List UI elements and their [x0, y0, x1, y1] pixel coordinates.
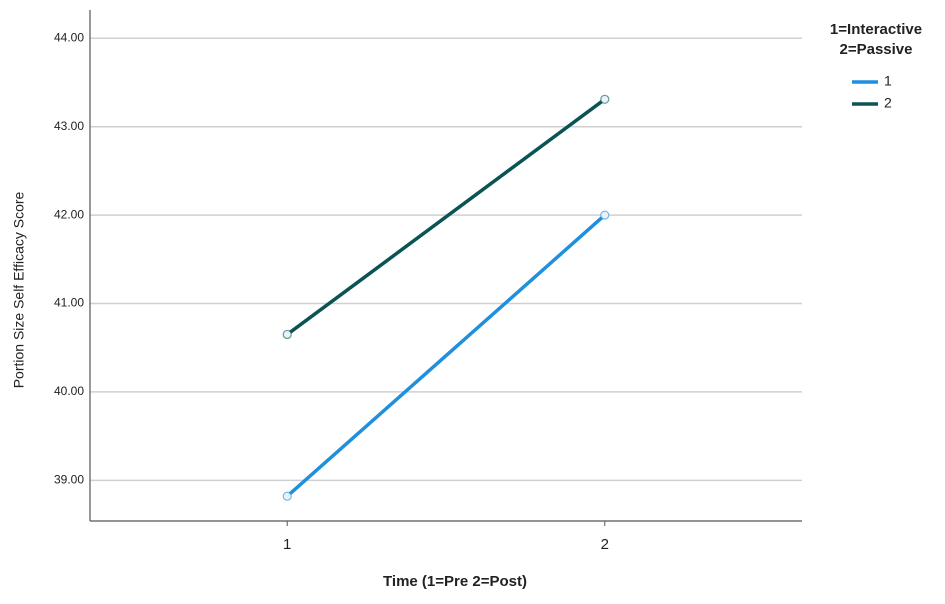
x-tick-label: 1 — [283, 536, 291, 553]
point-marker — [282, 329, 292, 340]
legend-label: 1 — [884, 73, 892, 89]
series-line — [286, 97, 606, 336]
y-tick-label: 44.00 — [54, 30, 84, 44]
legend-title: 1=Interactive — [830, 21, 922, 38]
point-marker — [600, 210, 610, 220]
x-tick-label: 2 — [601, 536, 609, 553]
legend-title: 2=Passive — [840, 41, 913, 58]
y-tick-label: 39.00 — [54, 473, 84, 487]
legend-label: 2 — [884, 95, 892, 111]
point-marker — [600, 94, 610, 104]
y-tick-label: 40.00 — [54, 384, 84, 398]
y-tick-label: 41.00 — [54, 296, 84, 310]
y-tick-label: 42.00 — [54, 207, 84, 221]
series-line — [286, 213, 606, 498]
x-axis-label: Time (1=Pre 2=Post) — [383, 573, 527, 590]
y-axis-label: Portion Size Self Efficacy Score — [11, 191, 27, 388]
point-marker — [282, 491, 292, 501]
y-tick-label: 43.00 — [54, 119, 84, 133]
